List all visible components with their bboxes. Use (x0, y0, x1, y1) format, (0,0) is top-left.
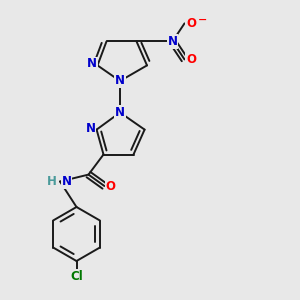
Text: N: N (85, 122, 96, 135)
Text: N: N (115, 106, 125, 119)
Text: N: N (115, 74, 125, 88)
Text: N: N (87, 57, 97, 70)
Text: H: H (47, 175, 57, 188)
Text: O: O (105, 179, 116, 193)
Text: O: O (186, 53, 196, 66)
Text: O: O (186, 17, 196, 30)
Text: N: N (167, 35, 178, 48)
Text: Cl: Cl (70, 269, 83, 283)
Text: −: − (198, 15, 208, 25)
Text: N: N (61, 175, 71, 188)
